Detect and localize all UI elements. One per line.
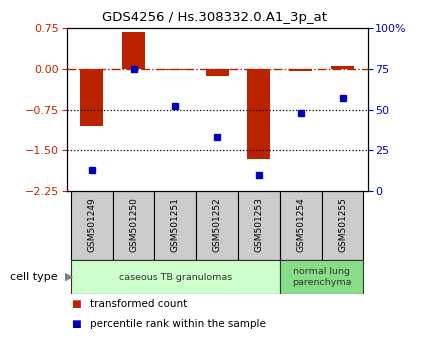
Text: GSM501253: GSM501253 [255,197,264,252]
Text: transformed count: transformed count [90,299,187,309]
Bar [238,191,280,260]
Bar [289,69,312,71]
Text: GSM501250: GSM501250 [129,197,138,252]
Bar [206,69,229,75]
Text: ▶: ▶ [64,272,73,282]
Text: GSM501254: GSM501254 [296,197,305,252]
Text: cell type: cell type [10,272,58,282]
Bar [196,191,238,260]
Bar [71,191,113,260]
Bar [154,191,196,260]
Bar [280,191,322,260]
Text: GSM501249: GSM501249 [87,197,96,252]
Text: GSM501251: GSM501251 [171,197,180,252]
Bar [113,191,154,260]
Text: caseous TB granulomas: caseous TB granulomas [119,273,232,281]
Bar [322,191,363,260]
Bar [80,69,103,126]
Bar [247,69,270,159]
Bar [71,260,280,294]
Text: ■: ■ [71,299,81,309]
Text: GSM501255: GSM501255 [338,197,347,252]
Text: percentile rank within the sample: percentile rank within the sample [90,319,266,329]
Text: GDS4256 / Hs.308332.0.A1_3p_at: GDS4256 / Hs.308332.0.A1_3p_at [102,11,328,24]
Bar [122,32,145,69]
Bar [331,66,354,69]
Bar [280,260,363,294]
Text: ■: ■ [71,319,81,329]
Text: normal lung
parenchyma: normal lung parenchyma [292,267,351,287]
Bar [164,69,187,70]
Text: GSM501252: GSM501252 [213,197,221,252]
